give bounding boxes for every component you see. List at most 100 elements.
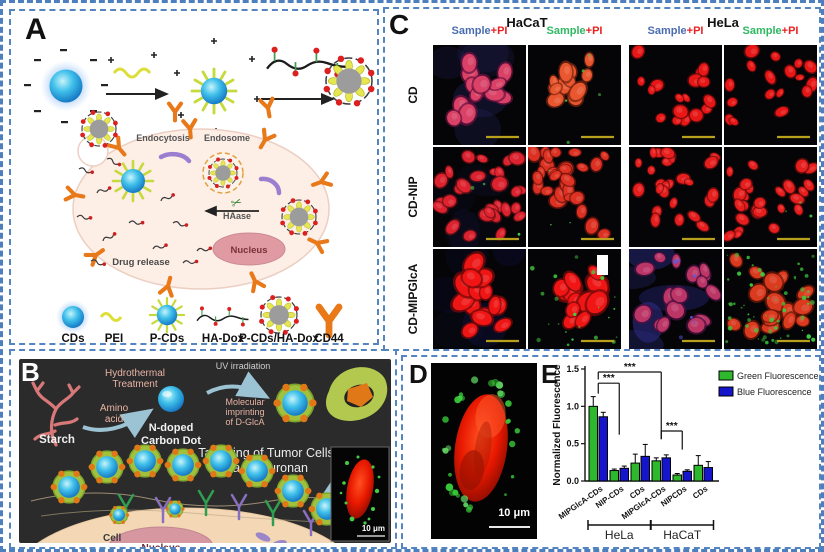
imprinting-label-3: of D-GlcA — [225, 417, 264, 427]
confocal-image — [629, 44, 722, 145]
confocal-tile — [427, 33, 526, 151]
ha-dox-icon — [265, 45, 347, 79]
column-header-hacat-sample-pi-green: Sample+PI — [546, 25, 603, 37]
panel-a-legend-icons — [56, 294, 339, 335]
uv-arrow — [206, 371, 271, 399]
confocal-tile — [629, 146, 722, 247]
nucleus-label: Nucleus — [231, 245, 268, 256]
confocal-image — [629, 146, 722, 247]
ndoped-label-1: N-doped — [149, 422, 194, 434]
confocal-tile — [723, 43, 819, 145]
svg-text:1.0: 1.0 — [566, 401, 579, 411]
amino-label-1: Amino — [100, 403, 129, 414]
confocal-tile — [419, 233, 526, 351]
tumor-cell-blob — [325, 367, 388, 421]
legend-cd44-label: CD44 — [314, 333, 344, 343]
panel-label-a: A — [25, 13, 47, 46]
svg-text:Normalized Fluorescence: Normalized Fluorescence — [552, 364, 563, 486]
starch-icon — [31, 381, 81, 447]
confocal-image — [427, 33, 526, 151]
imprinting-label-1: Molecular — [225, 397, 264, 407]
single-cell-image: 10 μm — [431, 363, 537, 539]
confocal-image — [419, 233, 526, 351]
hydrothermal-arrow — [82, 408, 154, 438]
svg-text:Blue Fluorescence: Blue Fluorescence — [737, 387, 812, 397]
legend-hadox-label: HA-Dox — [202, 333, 245, 343]
starch-label: Starch — [39, 434, 75, 446]
confocal-image — [724, 249, 817, 349]
panel-b-illustration: Starch Hydrothermal Treatment Amino acid… — [19, 359, 391, 549]
panel-d-micrograph: 10 μm — [431, 363, 537, 539]
haase-label: HAase — [223, 211, 251, 221]
escape-arc — [258, 176, 282, 196]
legend-pei-label: PEI — [105, 333, 124, 343]
confocal-grid — [385, 9, 821, 360]
panel-a-legend-labels: CDs PEI P-CDs HA-Dox P-CDs/HA-Dox CD44 — [61, 333, 344, 345]
confocal-image — [723, 43, 819, 145]
endosome-icon — [202, 152, 244, 194]
confocal-image — [722, 147, 820, 247]
svg-text:***: *** — [624, 362, 636, 373]
confocal-tile — [724, 249, 817, 349]
svg-text:HaCaT: HaCaT — [663, 528, 702, 542]
panel-c: C Sample+PI Sample+PI Sample+PI Sample+P… — [383, 7, 821, 360]
svg-text:0.5: 0.5 — [566, 439, 579, 449]
hydrothermal-label-2: Treatment — [112, 379, 157, 390]
fluorescence-bar-chart: 0.0 0.5 1.0 1.5 Normalized Fluorescence MIPGl… — [549, 359, 821, 549]
confocal-tile — [722, 147, 820, 247]
nucleus-label-b: Nucleus — [142, 543, 181, 547]
amino-label-2: acid — [105, 414, 123, 425]
scissors-icon: ✂ — [229, 194, 244, 212]
confocal-image — [528, 45, 621, 145]
drug-release-label: Drug release — [112, 257, 170, 268]
endocytosis-arc — [158, 151, 192, 164]
cell-line-hela-label: HeLa — [707, 15, 739, 30]
confocal-image — [431, 147, 528, 257]
panel-label-b: B — [21, 357, 40, 387]
svg-text:CDs: CDs — [691, 484, 710, 501]
confocal-image — [524, 143, 621, 247]
cell-label: Cell — [103, 533, 122, 544]
confocal-tile — [528, 249, 621, 349]
confocal-image — [601, 238, 722, 360]
ndoped-label-2: Carbon Dot — [141, 435, 201, 447]
confocal-tile — [431, 147, 528, 257]
svg-text:***: *** — [603, 373, 615, 384]
svg-text:Green Fluorescence: Green Fluorescence — [737, 371, 819, 381]
confocal-tile — [528, 45, 621, 145]
svg-text:0.0: 0.0 — [566, 476, 579, 486]
svg-text:HeLa: HeLa — [605, 528, 634, 542]
cd-sphere-icon — [24, 49, 108, 124]
pcd-sphere-icon — [190, 67, 238, 115]
svg-text:***: *** — [666, 421, 678, 432]
svg-text:1.5: 1.5 — [566, 364, 579, 374]
panel-d-e: D 10 μm E 0.0 0.5 1.0 1.5 Normalized Fluores… — [401, 355, 821, 549]
carbon-dot-highlight — [162, 391, 172, 397]
panel-a: Endocytosis Endosome ✂ HAase Drug releas… — [9, 9, 379, 345]
confocal-tile — [629, 44, 722, 145]
inset-scalebar-label: 10 μm — [362, 524, 385, 533]
legend-cds-label: CDs — [61, 333, 84, 343]
column-header-hela-sample-pi-green: Sample+PI — [742, 25, 799, 37]
endocytosis-label: Endocytosis — [136, 133, 190, 143]
nucleus-shape — [212, 232, 286, 266]
panel-a-illustration: Endocytosis Endosome ✂ HAase Drug releas… — [24, 38, 376, 345]
hydrothermal-label-1: Hydrothermal — [105, 368, 165, 379]
confocal-image — [528, 249, 621, 349]
column-header-hacat-sample-pi: Sample+PI — [451, 25, 508, 37]
endosome-label: Endosome — [204, 133, 250, 143]
uv-irradiation-label: UV irradiation — [216, 361, 271, 371]
pei-squiggle-icon — [112, 67, 152, 79]
legend-pcds-label: P-CDs — [150, 333, 185, 343]
column-header-hela-sample-pi: Sample+PI — [647, 25, 704, 37]
panel-b: Starch Hydrothermal Treatment Amino acid… — [9, 349, 397, 549]
panel-label-d: D — [409, 359, 428, 389]
confocal-tile — [601, 238, 722, 360]
panel-label-c: C — [389, 9, 410, 40]
ndoped-carbon-dot-icon — [158, 386, 184, 412]
legend-pcds-hadox-label: P-CDs/HA-Dox — [239, 333, 319, 343]
panel-b-inset-micrograph: 10 μm — [330, 446, 390, 542]
cell-line-hacat-label: HaCaT — [506, 15, 548, 30]
